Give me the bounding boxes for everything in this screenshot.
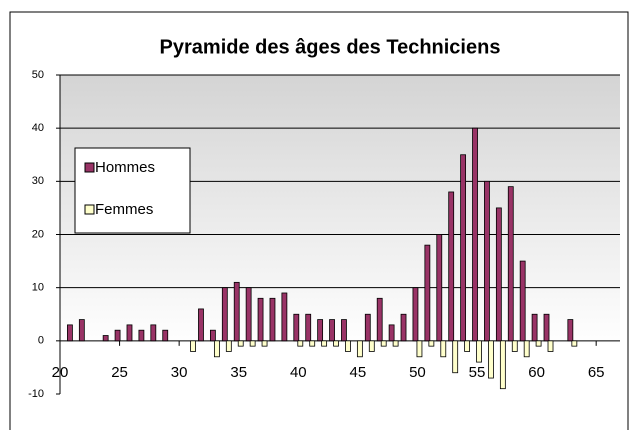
bar [213,340,220,358]
bar [547,340,554,352]
bar [535,340,542,347]
bar [225,340,232,352]
x-tick-label: 30 [171,364,188,381]
bar [567,319,574,342]
x-tick-label: 45 [350,364,367,381]
bar [476,340,482,363]
y-tick-label: 20 [32,228,44,240]
bar [428,340,435,347]
bar [237,340,244,347]
bar [376,297,383,342]
bar [460,154,467,342]
bar [269,297,276,342]
bar [464,340,471,352]
x-tick-label: 35 [230,364,247,381]
bar [448,191,455,342]
y-tick-label: 40 [32,122,44,134]
bar [114,329,121,342]
bar [488,340,494,379]
bar [484,180,490,342]
bar [571,340,578,347]
bar [523,340,530,358]
legend-label: Hommes [95,159,155,176]
bar [305,313,312,342]
bar [424,244,431,342]
bar [150,324,157,342]
bar [329,319,335,342]
bar [436,234,443,342]
bar [198,308,204,342]
bar [257,297,264,342]
bar [511,340,518,352]
bar [126,324,133,342]
legend-label: Femmes [95,201,153,218]
bar [209,329,216,342]
y-tick-label: 0 [38,335,44,347]
x-tick-label: 65 [588,364,605,381]
bar [499,340,506,390]
x-tick-label: 55 [469,364,486,381]
x-tick-label: 20 [52,364,69,381]
y-tick-label: 50 [32,69,44,81]
y-tick-label: -10 [28,388,44,400]
bar [392,340,399,347]
x-tick-label: 50 [409,364,426,381]
y-tick-label: 10 [32,282,44,294]
bar [78,319,85,342]
bar [138,329,145,342]
bar [317,319,324,342]
bar [452,340,459,374]
bar [333,340,339,347]
legend-swatch [84,204,95,215]
bar [281,292,288,342]
bar [102,335,109,342]
bar [388,324,395,342]
x-tick-label: 25 [111,364,128,381]
chart-title: Pyramide des âges des Techniciens [160,36,501,58]
bar [221,287,228,342]
bar [416,340,423,358]
x-tick-label: 40 [290,364,307,381]
bar [249,340,256,347]
bar [190,340,196,352]
bar [507,186,514,342]
bar [67,324,73,342]
bar [543,313,550,342]
legend-box [74,147,191,234]
bar [440,340,447,358]
bar [531,313,538,342]
bar [345,340,351,352]
bar [412,287,419,342]
bar [380,340,387,347]
bar [519,260,526,342]
legend-swatch [84,162,95,173]
y-tick-label: 30 [32,175,44,187]
bar [400,313,407,342]
bar [341,319,347,342]
bar [356,340,363,358]
bar [309,340,316,347]
bar [472,127,478,342]
bar [293,313,300,342]
bar [261,340,268,347]
bar [297,340,304,347]
bar [321,340,328,347]
bar [162,329,169,342]
bar [495,207,502,342]
bar [368,340,375,352]
bar [245,287,252,342]
bar [364,313,371,342]
x-tick-label: 60 [528,364,545,381]
bar [233,281,240,342]
